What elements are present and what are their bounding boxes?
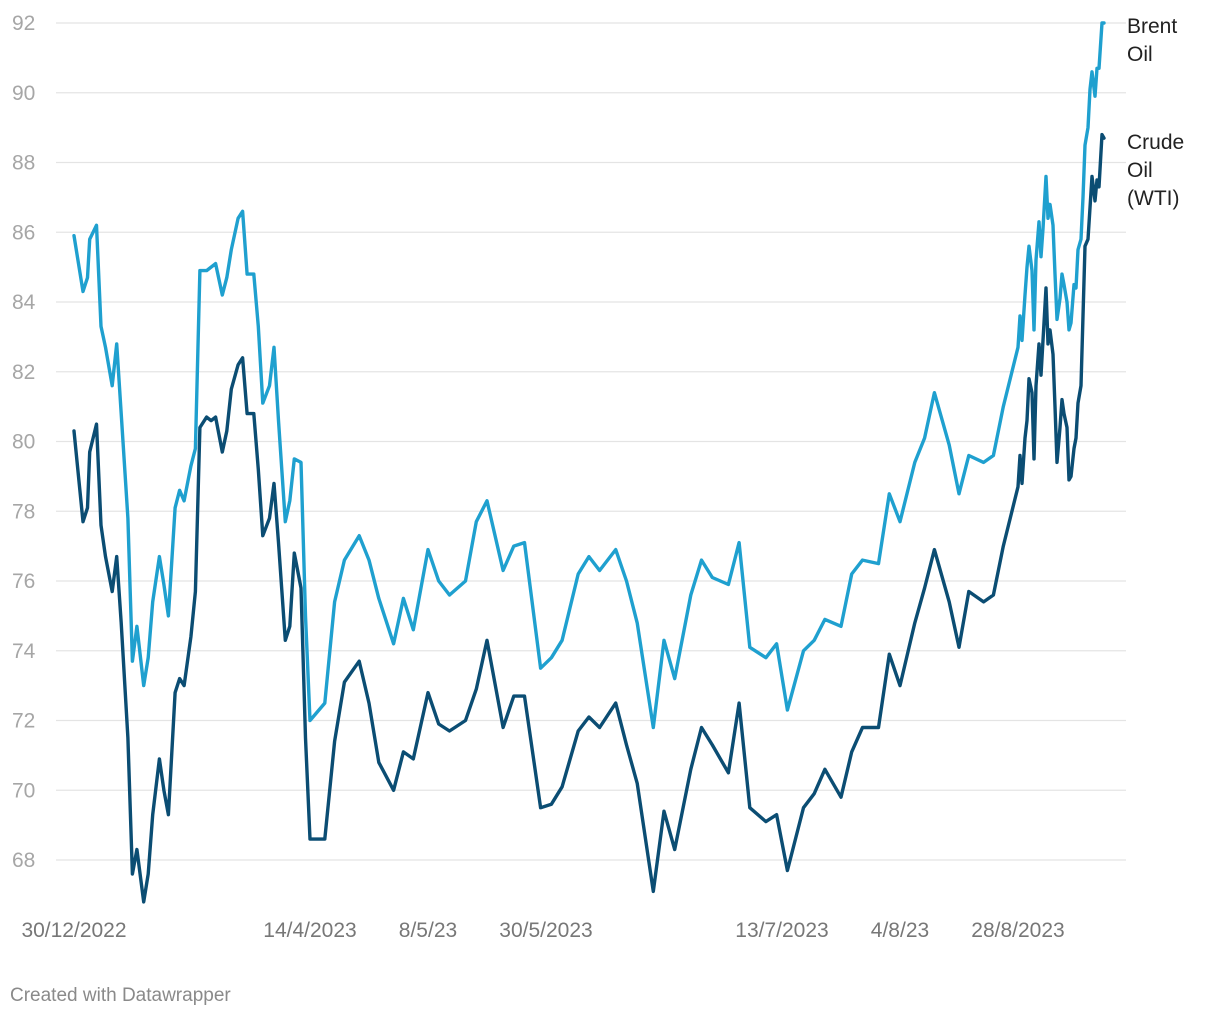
series-label-0-line-0: Brent [1127, 15, 1177, 38]
series-labels: Brent Oil Crude Oil (WTI) [1127, 15, 1184, 210]
y-tick-label-78: 78 [12, 500, 35, 523]
y-tick-label-90: 90 [12, 82, 35, 105]
x-tick-label-4: 13/7/2023 [735, 919, 828, 942]
x-tick-label-6: 28/8/2023 [971, 919, 1064, 942]
y-tick-label-82: 82 [12, 361, 35, 384]
x-tick-label-0: 30/12/2022 [21, 919, 126, 942]
x-tick-label-5: 4/8/23 [871, 919, 929, 942]
x-tick-label-3: 30/5/2023 [499, 919, 592, 942]
y-tick-label-80: 80 [12, 431, 35, 454]
y-tick-label-84: 84 [12, 291, 36, 314]
y-tick-label-74: 74 [12, 640, 36, 663]
y-tick-label-92: 92 [12, 12, 35, 35]
series-label-1-line-0: Crude [1127, 131, 1184, 154]
series-label-1-line-2: (WTI) [1127, 187, 1179, 210]
y-tick-label-88: 88 [12, 152, 35, 175]
y-axis-ticks: 68 70 72 74 76 78 80 82 84 86 88 90 92 [12, 12, 36, 872]
x-axis-ticks: 30/12/2022 14/4/2023 8/5/23 30/5/2023 13/7/2… [21, 919, 1064, 942]
x-tick-label-1: 14/4/2023 [263, 919, 356, 942]
x-tick-label-2: 8/5/23 [399, 919, 457, 942]
y-tick-label-86: 86 [12, 221, 35, 244]
y-tick-label-68: 68 [12, 849, 35, 872]
series-line-crude-oil-wti [72, 132, 1106, 904]
series-label-0-line-1: Oil [1127, 43, 1153, 66]
series-label-1-line-1: Oil [1127, 159, 1153, 182]
y-tick-label-76: 76 [12, 570, 35, 593]
y-tick-label-72: 72 [12, 710, 35, 733]
gridlines [56, 22, 1126, 861]
series-lines [72, 21, 1106, 904]
series-line-brent-oil [72, 21, 1106, 730]
footer-credit: Created with Datawrapper [10, 985, 231, 1006]
y-tick-label-70: 70 [12, 779, 35, 802]
